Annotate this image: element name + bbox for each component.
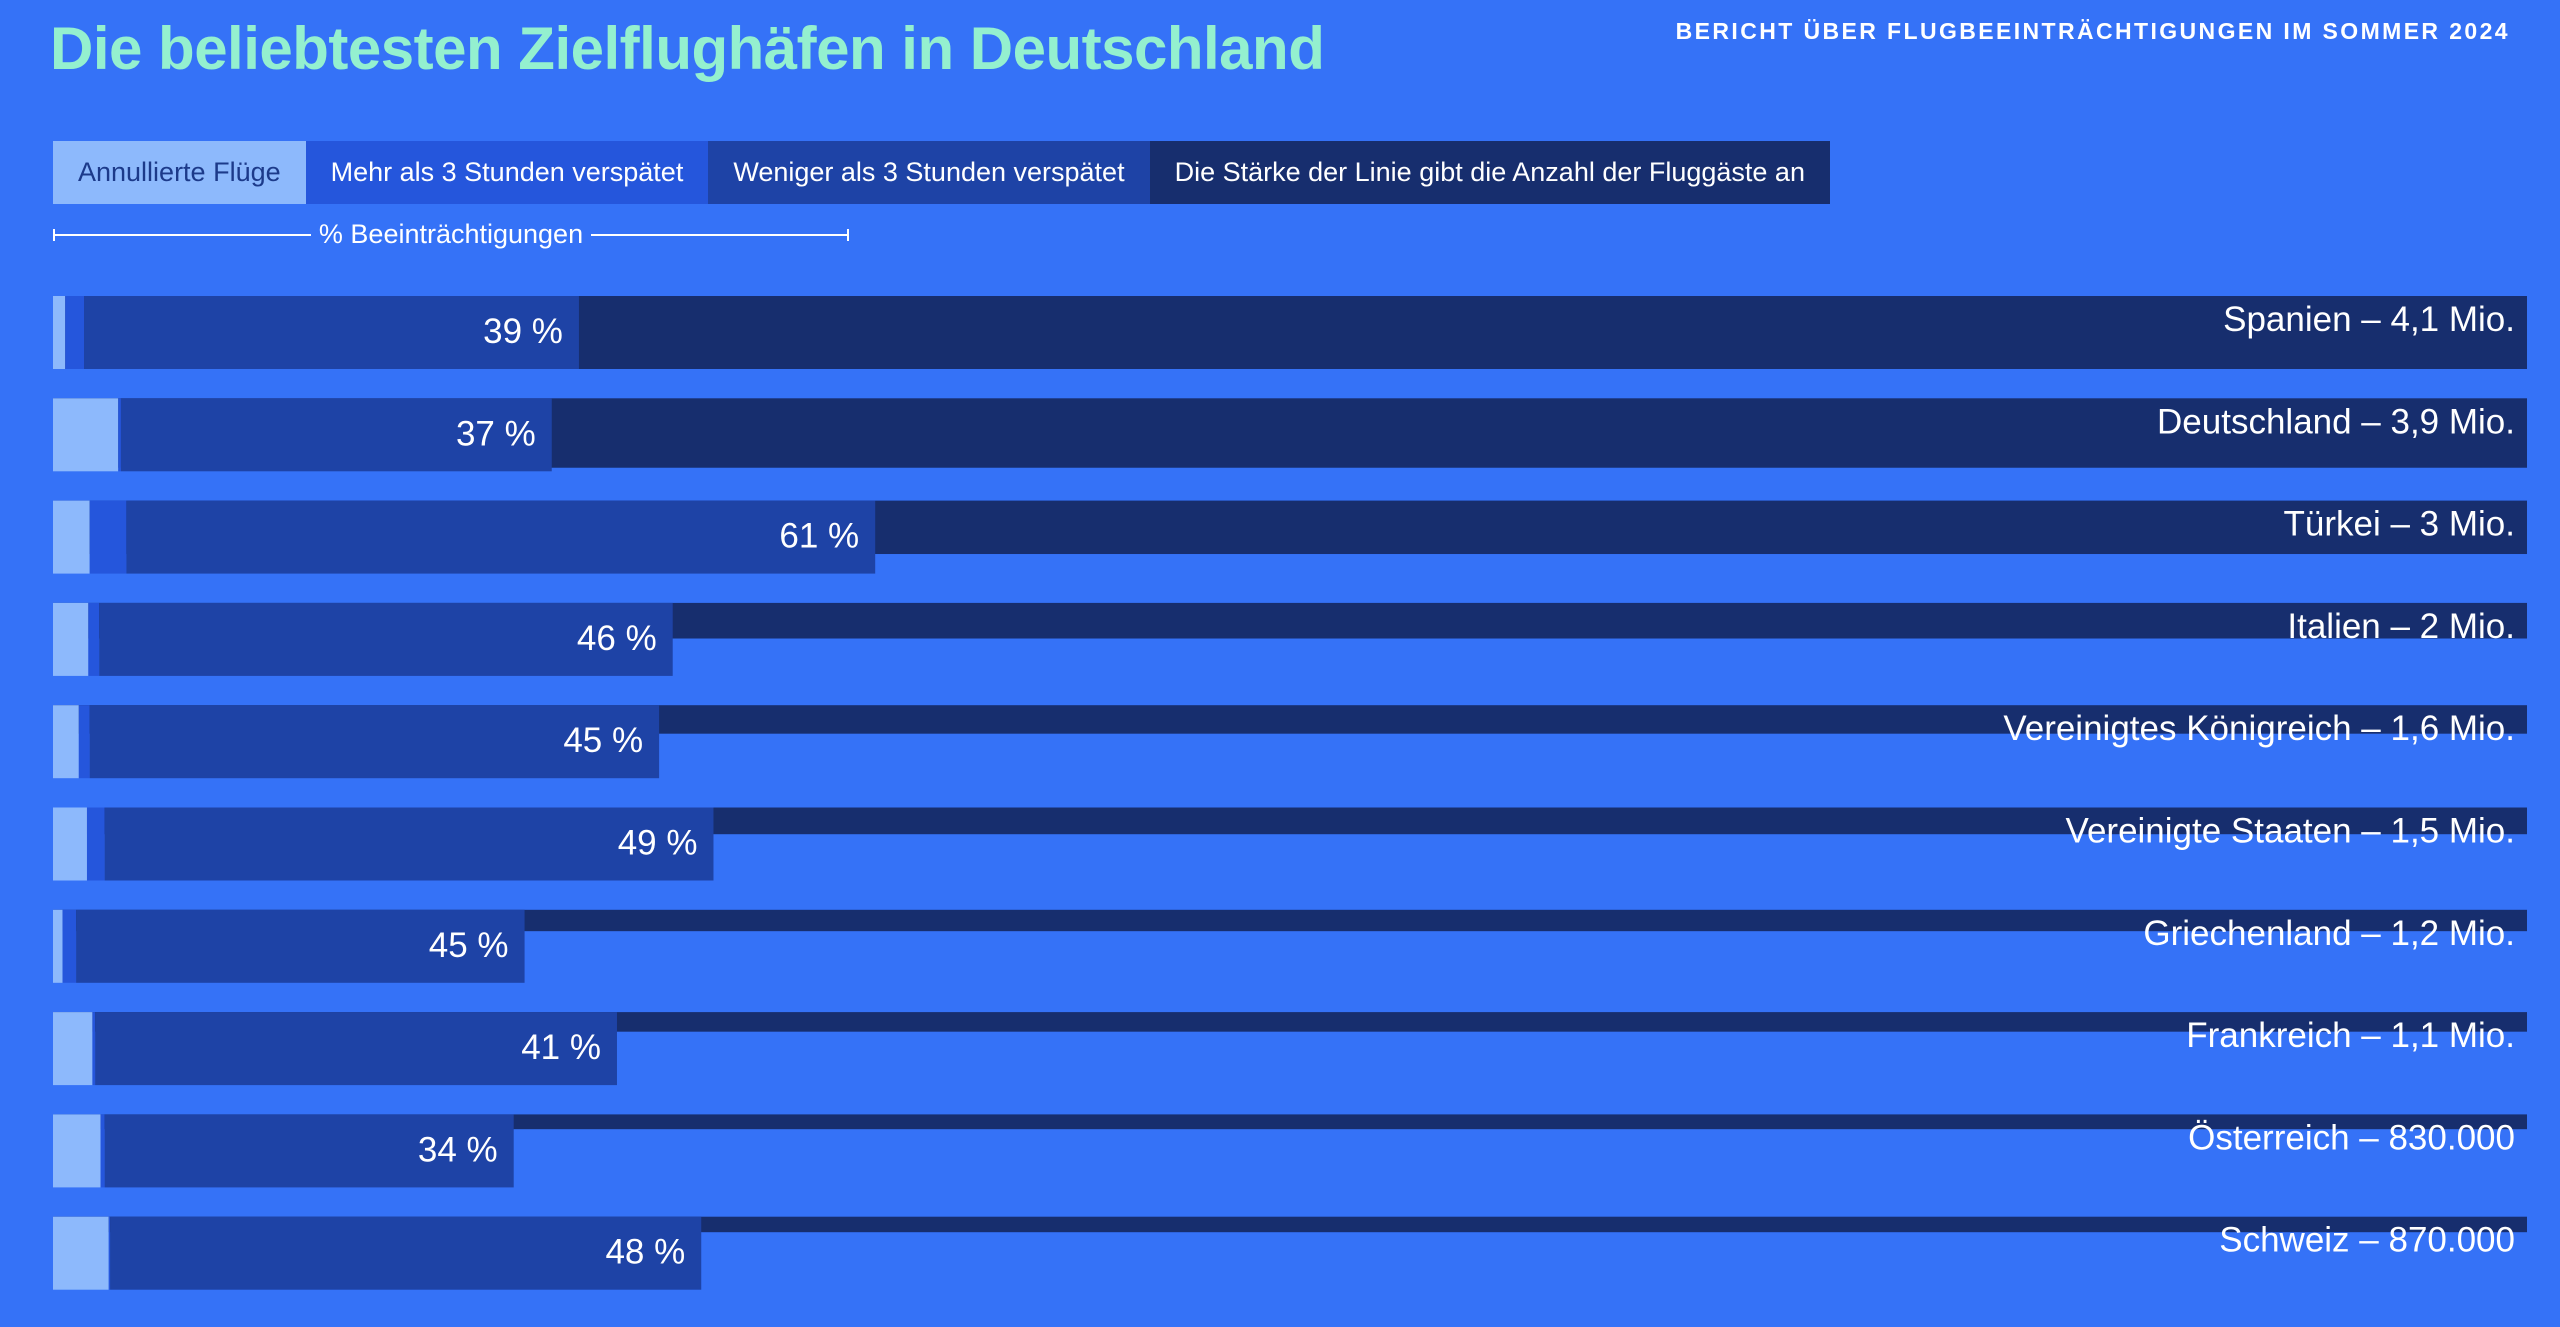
bar-cancelled-frankreich bbox=[53, 1012, 93, 1086]
bar-over-3h-italien bbox=[88, 602, 100, 676]
total-label-deutschland: 37 % bbox=[456, 414, 536, 453]
passenger-line-griechenland bbox=[53, 909, 2527, 932]
bar-under-3h-italien bbox=[99, 602, 673, 676]
country-label-vereinigte-staaten: Vereinigte Staaten – 1,5 Mio. bbox=[2066, 812, 2515, 851]
bar-under-3h-vereinigtes-koenigreich bbox=[89, 705, 660, 779]
passenger-line-frankreich bbox=[53, 1012, 2527, 1032]
country-label-italien: Italien – 2 Mio. bbox=[2287, 607, 2515, 646]
legend-item-delayed-over-3h: Mehr als 3 Stunden verspätet bbox=[305, 141, 709, 204]
legend-item-cancelled: Annullierte Flüge bbox=[53, 141, 306, 204]
bar-over-3h-vereinigte-staaten bbox=[86, 807, 105, 881]
bar-over-3h-frankreich bbox=[92, 1012, 96, 1086]
bar-cancelled-griechenland bbox=[53, 909, 63, 983]
bar-over-3h-deutschland bbox=[118, 398, 121, 472]
bar-cancelled-italien bbox=[53, 602, 89, 676]
total-label-tuerkei: 61 % bbox=[779, 517, 859, 556]
bar-cancelled-oesterreich bbox=[53, 1114, 101, 1188]
bar-over-3h-griechenland bbox=[62, 909, 77, 983]
legend-item-delayed-under-3h: Weniger als 3 Stunden verspätet bbox=[708, 141, 1150, 204]
bar-over-3h-schweiz bbox=[108, 1216, 111, 1290]
bar-cancelled-vereinigte-staaten bbox=[53, 807, 87, 881]
bar-under-3h-spanien bbox=[84, 296, 579, 369]
country-label-frankreich: Frankreich – 1,1 Mio. bbox=[2186, 1016, 2515, 1055]
bar-cancelled-vereinigtes-koenigreich bbox=[53, 705, 79, 779]
country-label-tuerkei: Türkei – 3 Mio. bbox=[2284, 505, 2515, 544]
bar-over-3h-oesterreich bbox=[100, 1114, 105, 1188]
country-label-schweiz: Schweiz – 870.000 bbox=[2219, 1221, 2515, 1260]
total-label-vereinigte-staaten: 49 % bbox=[618, 824, 698, 863]
bar-under-3h-deutschland bbox=[120, 398, 552, 472]
axis-tick-right bbox=[847, 229, 849, 241]
bar-over-3h-spanien bbox=[65, 296, 85, 369]
bar-cancelled-tuerkei bbox=[53, 500, 90, 574]
country-label-griechenland: Griechenland – 1,2 Mio. bbox=[2143, 914, 2515, 953]
bar-cancelled-spanien bbox=[53, 296, 66, 369]
bar-under-3h-tuerkei bbox=[126, 500, 876, 574]
bar-under-3h-griechenland bbox=[76, 909, 525, 983]
country-label-vereinigtes-koenigreich: Vereinigtes Königreich – 1,6 Mio. bbox=[2003, 709, 2515, 748]
legend-item-line-thickness: Die Stärke der Linie gibt die Anzahl der… bbox=[1149, 141, 1830, 204]
country-label-deutschland: Deutschland – 3,9 Mio. bbox=[2157, 402, 2515, 441]
total-label-frankreich: 41 % bbox=[521, 1028, 601, 1067]
total-label-schweiz: 48 % bbox=[605, 1233, 685, 1272]
total-label-oesterreich: 34 % bbox=[418, 1130, 498, 1169]
total-label-vereinigtes-koenigreich: 45 % bbox=[563, 721, 643, 760]
chart-title: Die beliebtesten Zielflughäfen in Deutsc… bbox=[50, 15, 1325, 82]
report-label: BERICHT ÜBER FLUGBEEINTRÄCHTIGUNGEN IM S… bbox=[1675, 18, 2510, 44]
bar-cancelled-schweiz bbox=[53, 1216, 109, 1290]
country-label-spanien: Spanien – 4,1 Mio. bbox=[2223, 300, 2515, 339]
bar-under-3h-vereinigte-staaten bbox=[104, 807, 714, 881]
axis-label-text: % Beeinträchtigungen bbox=[310, 219, 592, 249]
total-label-griechenland: 45 % bbox=[429, 926, 509, 965]
axis-label: % Beeinträchtigungen bbox=[53, 216, 849, 252]
bar-over-3h-tuerkei bbox=[89, 500, 127, 574]
country-label-oesterreich: Österreich – 830.000 bbox=[2188, 1118, 2515, 1157]
bar-over-3h-vereinigtes-koenigreich bbox=[78, 705, 90, 779]
bar-cancelled-deutschland bbox=[53, 398, 119, 472]
legend: Annullierte Flüge Mehr als 3 Stunden ver… bbox=[53, 141, 1830, 204]
bar-under-3h-schweiz bbox=[110, 1216, 702, 1290]
total-label-italien: 46 % bbox=[577, 619, 657, 658]
total-label-spanien: 39 % bbox=[483, 312, 563, 351]
passenger-line-oesterreich bbox=[53, 1114, 2527, 1130]
bar-under-3h-frankreich bbox=[95, 1012, 617, 1086]
bar-under-3h-oesterreich bbox=[104, 1114, 514, 1188]
